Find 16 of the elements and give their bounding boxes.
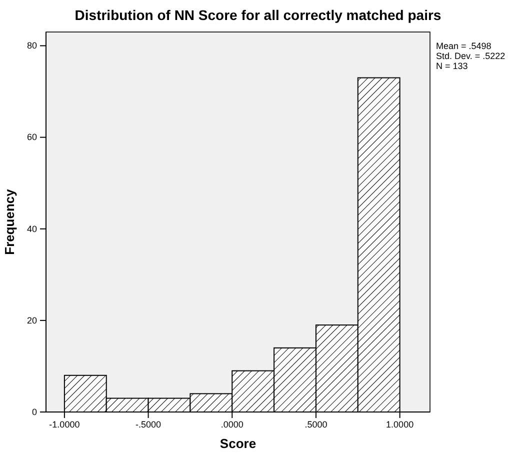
x-axis-title: Score bbox=[220, 436, 256, 451]
chart-title: Distribution of NN Score for all correctly matched pairs bbox=[74, 7, 442, 23]
x-tick-label: .5000 bbox=[304, 419, 328, 430]
y-tick-label: 0 bbox=[32, 406, 37, 417]
y-tick-label: 40 bbox=[26, 224, 37, 234]
x-tick-label: -.5000 bbox=[136, 419, 162, 430]
y-tick-label: 20 bbox=[26, 315, 37, 326]
y-tick-label: 60 bbox=[26, 132, 37, 142]
text: Mean = .5498 bbox=[436, 41, 492, 51]
x-tick-label: -1.0000 bbox=[49, 419, 80, 430]
text: N = 133 bbox=[436, 61, 468, 71]
x-tick-label: 1.0000 bbox=[386, 419, 414, 430]
text: Std. Dev. = .5222 bbox=[436, 51, 506, 61]
y-axis-title: Frequency bbox=[2, 188, 17, 255]
y-tick-label: 80 bbox=[26, 40, 37, 51]
x-tick-label: .0000 bbox=[220, 419, 244, 430]
